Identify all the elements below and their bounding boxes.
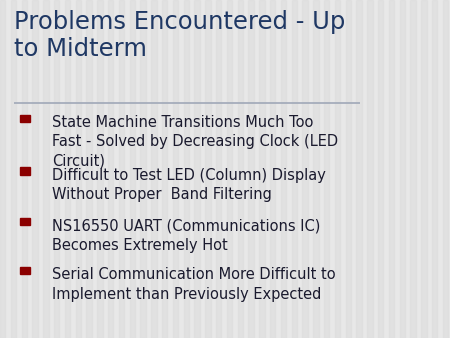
Bar bbox=[20, 167, 30, 175]
Bar bbox=[443, 0, 448, 338]
Bar bbox=[270, 0, 275, 338]
Bar bbox=[216, 0, 221, 338]
Bar bbox=[302, 0, 308, 338]
Text: NS16550 UART (Communications IC)
Becomes Extremely Hot: NS16550 UART (Communications IC) Becomes… bbox=[52, 218, 320, 252]
Bar bbox=[400, 0, 405, 338]
Bar bbox=[259, 0, 265, 338]
Bar bbox=[324, 0, 329, 338]
Bar bbox=[378, 0, 383, 338]
Bar bbox=[54, 0, 59, 338]
Bar bbox=[205, 0, 211, 338]
Bar bbox=[173, 0, 178, 338]
Bar bbox=[0, 0, 5, 338]
Bar bbox=[356, 0, 362, 338]
Bar bbox=[292, 0, 297, 338]
Bar bbox=[65, 0, 70, 338]
Bar bbox=[432, 0, 437, 338]
Bar bbox=[151, 0, 157, 338]
Bar bbox=[238, 0, 243, 338]
Bar bbox=[108, 0, 113, 338]
Bar bbox=[140, 0, 146, 338]
Text: Difficult to Test LED (Column) Display
Without Proper  Band Filtering: Difficult to Test LED (Column) Display W… bbox=[52, 168, 326, 202]
Bar bbox=[20, 267, 30, 274]
Bar bbox=[281, 0, 286, 338]
Bar bbox=[410, 0, 416, 338]
Bar bbox=[22, 0, 27, 338]
Bar bbox=[32, 0, 38, 338]
Bar bbox=[389, 0, 394, 338]
Bar bbox=[367, 0, 373, 338]
Bar bbox=[119, 0, 124, 338]
Bar bbox=[130, 0, 135, 338]
Bar bbox=[184, 0, 189, 338]
Bar bbox=[335, 0, 340, 338]
Bar bbox=[86, 0, 92, 338]
Bar bbox=[20, 115, 30, 122]
Bar bbox=[421, 0, 427, 338]
Bar bbox=[97, 0, 103, 338]
Bar bbox=[43, 0, 49, 338]
Text: Serial Communication More Difficult to
Implement than Previously Expected: Serial Communication More Difficult to I… bbox=[52, 267, 335, 301]
Text: State Machine Transitions Much Too
Fast - Solved by Decreasing Clock (LED
Circui: State Machine Transitions Much Too Fast … bbox=[52, 115, 338, 169]
Bar bbox=[227, 0, 232, 338]
Bar bbox=[194, 0, 200, 338]
Bar bbox=[248, 0, 254, 338]
Text: Problems Encountered - Up
to Midterm: Problems Encountered - Up to Midterm bbox=[14, 10, 345, 61]
Bar bbox=[20, 218, 30, 225]
Bar bbox=[313, 0, 319, 338]
Bar bbox=[346, 0, 351, 338]
Bar bbox=[11, 0, 16, 338]
Bar bbox=[76, 0, 81, 338]
Bar bbox=[162, 0, 167, 338]
